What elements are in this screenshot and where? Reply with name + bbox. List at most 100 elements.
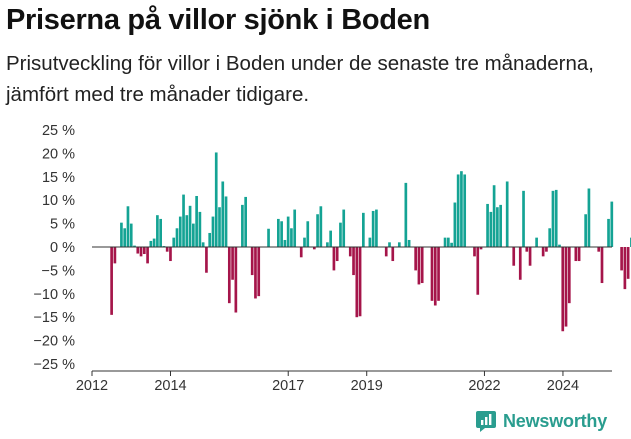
bar <box>142 247 146 255</box>
bar <box>600 247 604 284</box>
bar <box>149 240 153 247</box>
bar <box>342 209 346 247</box>
bar <box>195 195 198 247</box>
bar <box>620 247 623 271</box>
bar <box>584 214 587 247</box>
bar <box>450 242 453 247</box>
x-tick-label: 2019 <box>351 378 383 394</box>
x-tick-label: 2014 <box>154 378 186 394</box>
bar <box>205 247 208 273</box>
bar <box>139 247 143 257</box>
bar <box>244 196 247 247</box>
bar <box>234 247 238 313</box>
bar <box>597 247 601 252</box>
bar <box>607 218 610 247</box>
bar <box>535 237 538 247</box>
y-tick-label: 25 % <box>42 123 75 139</box>
bar <box>231 247 234 280</box>
bar <box>332 247 336 271</box>
y-tick-label: 0 % <box>50 240 75 256</box>
bar <box>129 223 133 247</box>
bar <box>492 185 496 247</box>
bar-series <box>110 152 631 332</box>
bar <box>554 189 558 247</box>
bar <box>178 216 182 247</box>
bar <box>518 247 522 280</box>
bar <box>453 202 457 247</box>
bar <box>201 242 205 247</box>
bar <box>489 211 493 247</box>
bar <box>299 247 303 258</box>
bar <box>545 247 548 252</box>
bar <box>133 245 136 247</box>
bar <box>456 174 460 247</box>
bar <box>512 247 516 266</box>
y-tick-label: −25 % <box>33 357 75 373</box>
bar <box>551 190 555 247</box>
bar <box>375 209 378 247</box>
bar <box>623 247 627 290</box>
bar <box>312 247 316 250</box>
bar <box>388 242 391 247</box>
bar <box>473 247 476 257</box>
bar <box>188 205 192 247</box>
bar <box>335 247 339 262</box>
x-tick-label: 2022 <box>468 378 500 394</box>
bar <box>420 247 424 284</box>
bar <box>227 247 231 304</box>
y-tick-label: 5 % <box>50 217 75 233</box>
bar <box>368 237 372 247</box>
bar <box>319 206 323 247</box>
bar <box>447 237 450 247</box>
bar <box>463 174 467 247</box>
bar <box>433 247 437 306</box>
bar <box>476 247 480 295</box>
bar <box>175 228 179 247</box>
bar <box>486 203 489 247</box>
bar <box>460 171 463 247</box>
bar <box>185 215 189 247</box>
x-axis: 2012 2014 2017 2019 2022 2024 <box>76 370 612 394</box>
bar <box>528 247 532 266</box>
y-tick-label: 20 % <box>42 146 75 162</box>
bar <box>479 247 483 250</box>
bar <box>397 242 401 247</box>
bar <box>626 247 630 279</box>
bar <box>404 182 408 247</box>
y-axis: 25 % 20 % 15 % 10 % 5 % 0 % −5 % −10 % −15 % −20 … <box>33 123 75 373</box>
bar <box>218 207 221 247</box>
bar <box>417 247 421 285</box>
bar <box>587 188 591 247</box>
bar <box>165 247 169 252</box>
bar <box>257 247 261 297</box>
bar <box>254 247 257 299</box>
bar <box>414 247 417 271</box>
bar <box>574 247 578 262</box>
bar <box>286 216 290 247</box>
bar <box>290 228 293 247</box>
bar <box>110 247 113 315</box>
bar <box>358 247 362 317</box>
brand-name: Newsworthy <box>503 410 608 431</box>
bar <box>316 214 319 247</box>
bar <box>293 209 297 247</box>
brand-logo: Newsworthy <box>475 406 607 436</box>
bar <box>548 228 552 247</box>
bar <box>241 204 244 247</box>
bar <box>277 218 280 247</box>
bar <box>211 216 215 247</box>
bar <box>348 247 352 257</box>
y-tick-label: −5 % <box>42 263 76 279</box>
bar <box>443 237 447 247</box>
bar <box>522 190 525 247</box>
bar <box>224 196 228 247</box>
bar <box>384 247 388 257</box>
bar <box>306 221 310 247</box>
bar <box>152 238 156 247</box>
bar <box>499 204 502 247</box>
bar <box>182 194 185 247</box>
bar <box>329 230 332 247</box>
y-tick-label: −20 % <box>33 334 75 350</box>
chart-subtitle: Prisutveckling för villor i Boden under … <box>6 52 594 106</box>
